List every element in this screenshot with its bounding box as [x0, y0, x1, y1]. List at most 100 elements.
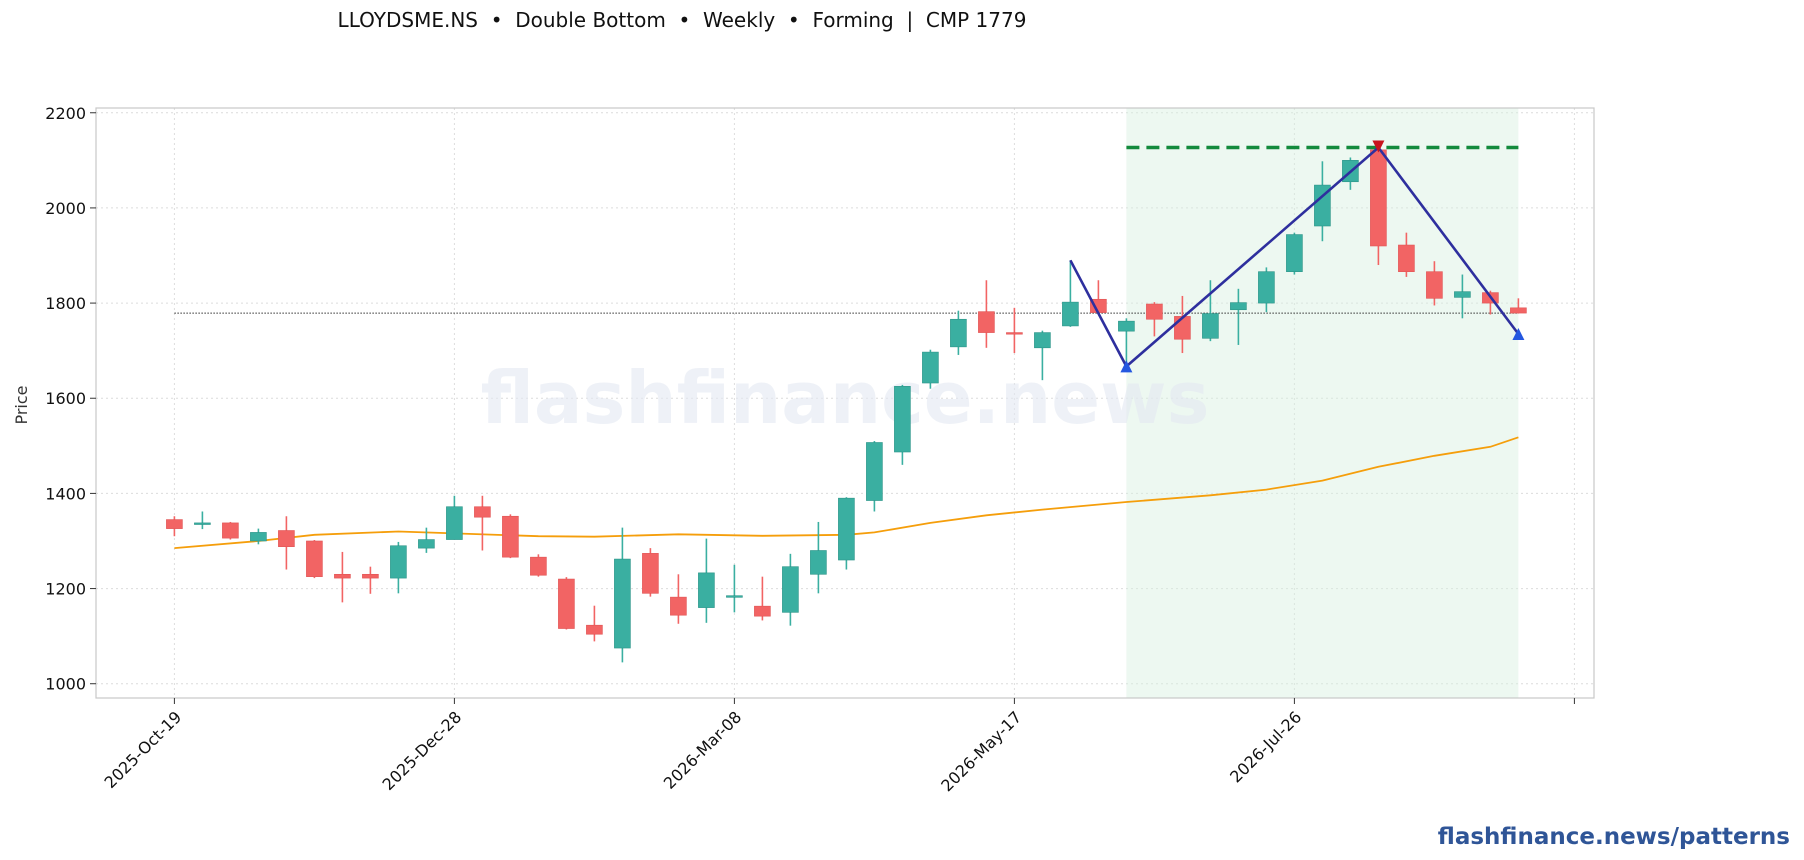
candle-up — [726, 564, 743, 613]
candle-up — [1258, 267, 1275, 313]
candle-down — [1510, 298, 1527, 314]
candle-body — [418, 539, 435, 549]
candle-body — [1286, 234, 1303, 272]
candle-body — [922, 351, 939, 384]
candle-body — [1426, 271, 1443, 299]
candle-body — [586, 624, 603, 635]
candle-down — [1426, 261, 1443, 306]
plot-frame — [95, 107, 1595, 699]
candle-body — [1006, 332, 1023, 335]
candle-up — [390, 541, 407, 594]
candle-up — [894, 384, 911, 465]
x-tick-label: 2025-Oct-19 — [101, 707, 186, 792]
candle-up — [418, 527, 435, 553]
candle-body — [362, 573, 379, 579]
candle-body — [754, 605, 771, 617]
candle-body — [446, 506, 463, 540]
candle-body — [222, 522, 239, 539]
y-tick-label: 1600 — [45, 389, 86, 408]
candle-body — [670, 596, 687, 616]
candle-up — [250, 528, 267, 545]
candle-up — [838, 497, 855, 570]
candles-layer — [166, 148, 1527, 663]
candle-body — [502, 515, 519, 558]
candle-body — [194, 522, 211, 525]
candle-down — [1090, 280, 1107, 315]
candle-body — [558, 578, 575, 629]
y-tick-label: 2200 — [45, 104, 86, 123]
candle-down — [642, 548, 659, 597]
x-tick-label: 2026-Mar-08 — [660, 707, 745, 792]
candle-body — [1398, 244, 1415, 272]
candle-body — [250, 532, 267, 542]
candle-down — [474, 495, 491, 551]
watermark: flashfinance.news — [481, 356, 1210, 440]
candle-body — [530, 556, 547, 576]
candle-down — [278, 516, 295, 570]
y-axis-label: Price — [12, 385, 31, 424]
candle-body — [166, 519, 183, 529]
candle-up — [1202, 280, 1219, 342]
y-tick-label: 2000 — [45, 199, 86, 218]
candle-body — [838, 497, 855, 561]
y-tick-label: 1200 — [45, 580, 86, 599]
candle-up — [782, 553, 799, 626]
candle-up — [1118, 318, 1135, 366]
candle-body — [1118, 320, 1135, 332]
candle-up — [866, 441, 883, 512]
x-tick-label: 2026-Jul-26 — [1226, 707, 1305, 786]
y-tick-label: 1000 — [45, 675, 86, 694]
candle-down — [362, 566, 379, 594]
candle-down — [670, 574, 687, 624]
y-tick-label: 1800 — [45, 294, 86, 313]
candle-up — [614, 527, 631, 663]
candle-down — [1370, 148, 1387, 266]
bottom-marker — [1512, 328, 1525, 341]
candle-body — [810, 550, 827, 575]
pattern-layer — [1069, 140, 1525, 373]
candle-down — [754, 576, 771, 621]
candle-body — [782, 566, 799, 613]
candle-up — [1454, 274, 1471, 319]
candle-up — [922, 349, 939, 389]
candle-up — [1230, 288, 1247, 345]
candle-up — [1286, 232, 1303, 275]
candle-down — [530, 554, 547, 577]
candle-body — [1062, 301, 1079, 327]
candle-body — [1454, 291, 1471, 298]
candle-body — [474, 506, 491, 518]
candle-body — [1174, 316, 1191, 340]
candle-down — [222, 521, 239, 540]
candle-up — [950, 310, 967, 355]
candle-up — [446, 495, 463, 540]
candle-up — [698, 538, 715, 623]
top-marker — [1372, 140, 1385, 153]
candle-down — [978, 280, 995, 348]
y-tick-label: 1400 — [45, 484, 86, 503]
candle-body — [950, 318, 967, 348]
candle-body — [1370, 149, 1387, 247]
candle-body — [1510, 307, 1527, 314]
x-tick-label: 2026-May-17 — [937, 707, 1025, 795]
candle-body — [390, 545, 407, 579]
candle-down — [166, 516, 183, 537]
pattern-path — [1069, 145, 1520, 369]
x-tick-label: 2025-Dec-28 — [379, 707, 466, 794]
candle-down — [1006, 307, 1023, 354]
chart-title: LLOYDSME.NS • Double Bottom • Weekly • F… — [337, 8, 1027, 32]
candle-down — [306, 540, 323, 579]
candle-body — [726, 595, 743, 598]
candle-body — [1314, 184, 1331, 227]
footer-brand: flashfinance.news/patterns — [1437, 824, 1790, 850]
candle-body — [1230, 302, 1247, 311]
candle-body — [1146, 303, 1163, 320]
candle-down — [558, 577, 575, 630]
candle-body — [306, 540, 323, 577]
candle-down — [1398, 232, 1415, 277]
candle-up — [810, 521, 827, 594]
candle-body — [614, 558, 631, 649]
candle-down — [1146, 302, 1163, 337]
candle-body — [334, 573, 351, 579]
bottom-marker — [1120, 360, 1133, 373]
